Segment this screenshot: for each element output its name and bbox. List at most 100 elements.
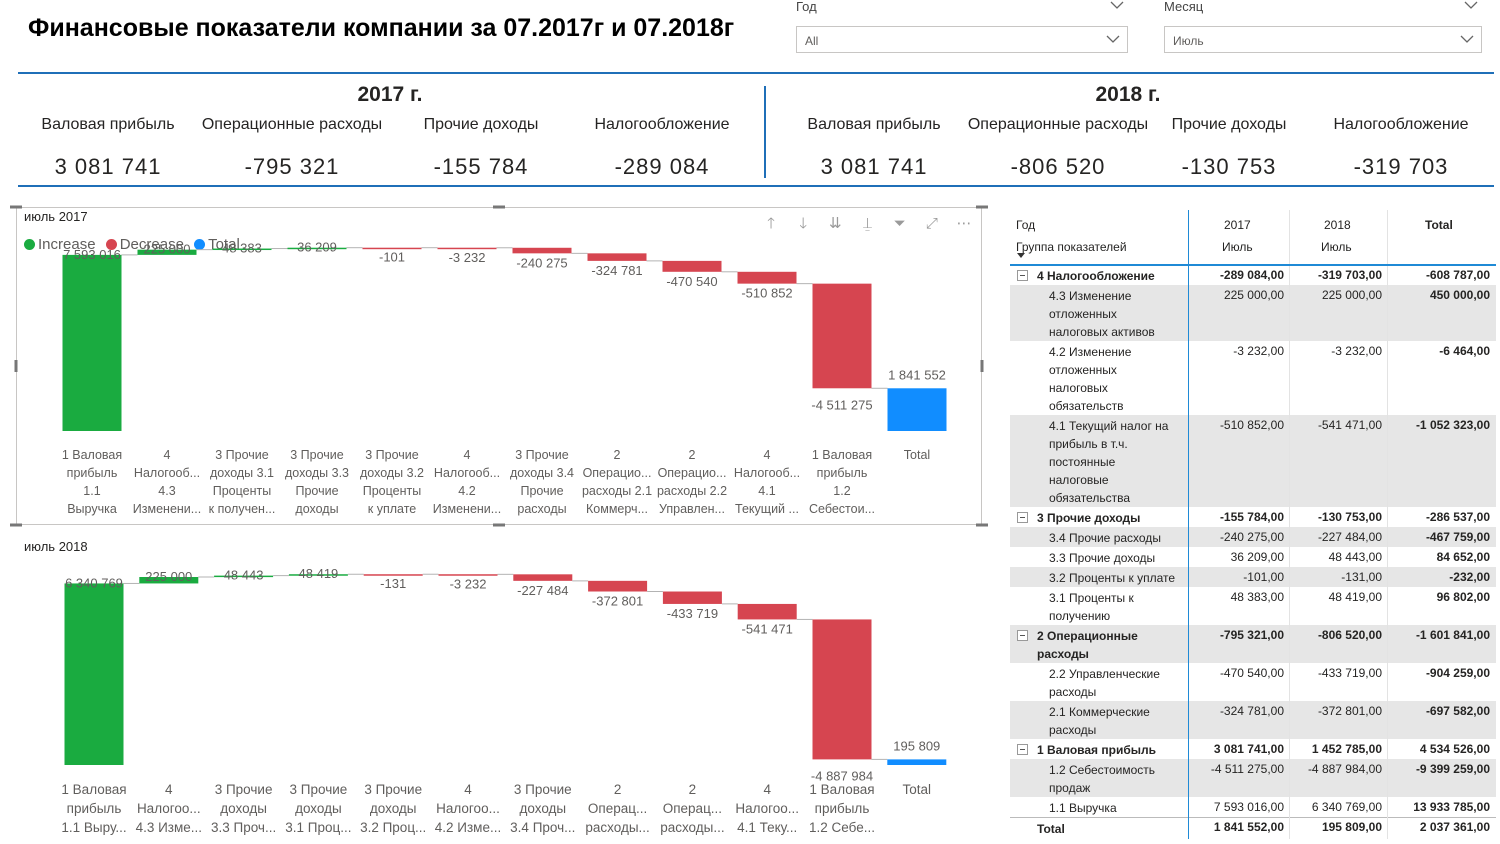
drill-down-icon[interactable]: 🡓 xyxy=(799,215,808,232)
resize-handle[interactable] xyxy=(10,523,22,527)
category-label: расходы 2.1 xyxy=(582,484,652,498)
kpi-value: -795 321 xyxy=(244,154,340,179)
more-options-icon[interactable]: ⋯ xyxy=(956,215,972,232)
resize-handle[interactable] xyxy=(976,205,988,209)
year-dropdown[interactable]: All xyxy=(796,26,1128,53)
waterfall-bar[interactable] xyxy=(588,580,648,592)
matrix-total-row: Total 1 841 552,00 195 809,00 2 037 361,00 xyxy=(1010,817,1496,839)
matrix-group-row[interactable]: 2 Операционные расходы -795 321,00 -806 520… xyxy=(1010,625,1496,663)
kpi-value: -289 084 xyxy=(614,154,710,179)
waterfall-chart-2018[interactable]: июль 2018 6 340 769 1 Валовая прибыль 1.1 В… xyxy=(16,533,982,838)
matrix-row[interactable]: 4.3 Изменение отложенных налоговых активов… xyxy=(1010,285,1496,341)
waterfall-bar[interactable] xyxy=(139,577,199,584)
chevron-down-icon[interactable] xyxy=(1110,0,1124,10)
drill-up-icon[interactable]: 🡑 xyxy=(767,215,775,232)
matrix-row[interactable]: 1.2 Себестоимость продаж -4 511 275,00 -4 8… xyxy=(1010,759,1496,797)
kpi-year-2017: 2017 г. xyxy=(357,83,423,106)
total-value-cell: 195 809,00 xyxy=(1321,820,1382,834)
waterfall-bar[interactable] xyxy=(587,253,647,261)
kpi-card: Валовая прибыль 3 081 741 xyxy=(779,116,969,180)
collapse-icon[interactable] xyxy=(1017,744,1028,755)
waterfall-bar[interactable] xyxy=(887,759,947,765)
filter-icon[interactable]: ⏷ xyxy=(893,215,906,232)
waterfall-bar[interactable] xyxy=(662,260,722,272)
row-label-line: расходы xyxy=(1049,685,1097,699)
waterfall-bar[interactable] xyxy=(737,271,797,284)
waterfall-bar[interactable] xyxy=(737,603,797,620)
kpi-value: -130 753 xyxy=(1181,154,1277,179)
matrix-col-2018[interactable]: 2018 xyxy=(1324,218,1351,232)
chevron-down-icon[interactable] xyxy=(1464,0,1478,10)
row-label-line: получению xyxy=(1049,609,1111,623)
waterfall-bar[interactable] xyxy=(362,247,422,250)
waterfall-bar[interactable] xyxy=(812,283,872,389)
matrix-group-field[interactable]: Группа показателей xyxy=(1016,240,1127,254)
matrix-row[interactable]: 3.2 Проценты к уплате -101,00 -131,00 -232,… xyxy=(1010,567,1496,587)
waterfall-bar[interactable] xyxy=(812,619,872,760)
matrix-row[interactable]: 4.2 Изменение отложенных налоговых обязател… xyxy=(1010,341,1496,415)
row-label: 2 Операционные расходы xyxy=(1037,627,1138,663)
matrix-row[interactable]: 3.3 Прочие доходы 36 209,00 48 443,00 84 65… xyxy=(1010,547,1496,567)
focus-mode-icon[interactable]: ⤢ xyxy=(925,215,938,232)
waterfall-bar[interactable] xyxy=(137,249,197,255)
waterfall-bar[interactable] xyxy=(363,574,423,576)
matrix-row[interactable]: 3.1 Проценты к получению 48 383,00 48 419,0… xyxy=(1010,587,1496,625)
collapse-icon[interactable] xyxy=(1017,630,1028,641)
collapse-icon[interactable] xyxy=(1017,270,1028,281)
waterfall-bar[interactable] xyxy=(437,247,497,250)
collapse-icon[interactable] xyxy=(1017,512,1028,523)
chart-plot: 6 340 769 1 Валовая прибыль 1.1 Выру... 225 … xyxy=(61,566,947,835)
row-label-line: налоговые xyxy=(1049,473,1109,487)
sort-desc-icon[interactable] xyxy=(1017,253,1025,258)
value-cell: 3 081 741,00 xyxy=(1213,742,1284,756)
waterfall-bar[interactable] xyxy=(62,254,122,431)
data-label: -324 781 xyxy=(591,263,642,278)
matrix-row[interactable]: 2.2 Управленческие расходы -470 540,00 -433… xyxy=(1010,663,1496,701)
month-dropdown[interactable]: Июль xyxy=(1164,26,1482,53)
month-slicer[interactable]: Месяц Июль xyxy=(1164,0,1482,53)
matrix-row[interactable]: 4.1 Текущий налог на прибыль в т.ч. постоя… xyxy=(1010,415,1496,507)
matrix-group-row[interactable]: 4 Налогообложение -289 084,00 -319 703,00 -… xyxy=(1010,265,1496,285)
row-label-line: 1.2 Себестоимость xyxy=(1049,763,1156,777)
waterfall-bar[interactable] xyxy=(212,248,272,251)
matrix-table[interactable]: Год Группа показателей 2017 Июль 2018 Ию… xyxy=(1010,210,1496,839)
category-label: доходы xyxy=(220,801,267,816)
legend-item-increase[interactable]: Increase xyxy=(24,236,96,253)
category-label: 1 Валовая xyxy=(812,448,872,462)
category-label: 4.1 Теку... xyxy=(737,820,797,835)
matrix-row[interactable]: 2.1 Коммерческие расходы -324 781,00 -372 8… xyxy=(1010,701,1496,739)
resize-handle[interactable] xyxy=(980,360,984,372)
category-label: Налогоо... xyxy=(137,801,201,816)
year-slicer[interactable]: Год All xyxy=(796,0,1128,53)
waterfall-bar[interactable] xyxy=(64,583,124,765)
matrix-group-row[interactable]: 1 Валовая прибыль 3 081 741,00 1 452 785,0… xyxy=(1010,739,1496,759)
waterfall-bar[interactable] xyxy=(662,591,722,604)
matrix-col-2017[interactable]: 2017 xyxy=(1224,218,1251,232)
month-dropdown-value: Июль xyxy=(1173,34,1204,48)
waterfall-chart-2017[interactable]: июль 2017 Increase Decrease Total 🡑 🡓 ⇊ … xyxy=(10,205,988,527)
resize-handle[interactable] xyxy=(493,523,505,527)
waterfall-bar[interactable] xyxy=(214,575,274,578)
resize-handle[interactable] xyxy=(10,205,22,209)
matrix-group-row[interactable]: 3 Прочие доходы -155 784,00 -130 753,00 -28… xyxy=(1010,507,1496,527)
waterfall-bar[interactable] xyxy=(287,247,347,250)
hierarchy-icon[interactable]: ⍊ xyxy=(862,215,872,232)
matrix-row[interactable]: 1.1 Выручка 7 593 016,00 6 340 769,00 13 93… xyxy=(1010,797,1496,817)
category-label: 3.1 Проц... xyxy=(285,820,351,835)
waterfall-bar[interactable] xyxy=(438,574,498,576)
category-label: Операц... xyxy=(588,801,647,816)
waterfall-bar[interactable] xyxy=(288,574,348,576)
matrix-row[interactable]: 3.4 Прочие расходы -240 275,00 -227 484,00… xyxy=(1010,527,1496,547)
waterfall-bar[interactable] xyxy=(887,388,947,431)
resize-handle[interactable] xyxy=(976,523,988,527)
matrix-col-total[interactable]: Total xyxy=(1425,218,1453,232)
value-cell: -4 887 984,00 xyxy=(1307,762,1382,776)
category-label: 4.3 Изме... xyxy=(136,820,202,835)
row-label-line: расходы xyxy=(1037,647,1089,661)
expand-all-icon[interactable]: ⇊ xyxy=(829,215,842,232)
waterfall-bar[interactable] xyxy=(513,574,573,581)
resize-handle[interactable] xyxy=(14,360,18,372)
waterfall-bar[interactable] xyxy=(512,247,572,254)
resize-handle[interactable] xyxy=(493,205,505,209)
legend-item-decrease[interactable]: Decrease xyxy=(105,236,184,253)
